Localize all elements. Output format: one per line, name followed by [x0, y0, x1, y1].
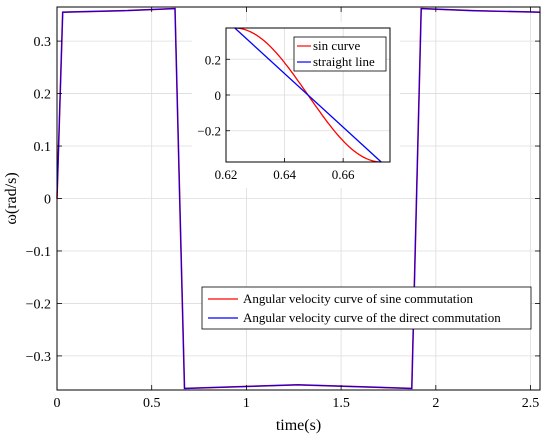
- y-tick-label: 0: [44, 193, 51, 208]
- x-tick-label: 1.5: [332, 396, 350, 411]
- inset-x-tick-label: 0.64: [273, 167, 296, 182]
- legend-label-direct: Angular velocity curve of the direct com…: [243, 310, 501, 325]
- y-tick-label: −0.3: [26, 350, 51, 365]
- inset-y-tick-label: 0.2: [205, 52, 221, 67]
- inset-x-tick-label: 0.66: [332, 167, 355, 182]
- x-tick-label: 2: [432, 396, 439, 411]
- main-legend: Angular velocity curve of sine commutati…: [201, 286, 532, 330]
- main-series: [56, 7, 541, 390]
- main-ticks: [56, 7, 540, 390]
- inset-ticks: [225, 58, 344, 162]
- x-axis-label: time(s): [276, 417, 321, 434]
- main-legend-box: [201, 286, 532, 330]
- legend-label-sine: Angular velocity curve of sine commutati…: [243, 291, 473, 306]
- inset-legend-box: [293, 36, 387, 72]
- inset-x-tick-label: 0.62: [215, 167, 238, 182]
- inset-legend-label-straight: straight line: [313, 54, 375, 69]
- inset-series-straight: [234, 27, 382, 163]
- x-tick-label: 2.5: [522, 396, 540, 411]
- y-tick-label: 0.2: [34, 88, 52, 103]
- y-tick-label: 0.3: [34, 35, 52, 50]
- inset-y-tick-label: 0: [215, 88, 222, 103]
- main-tick-labels: 0 0.5 1 1.5 2 2.5 0.3 0.2 0.1 0 −0.1 −0.2 −0.3: [26, 35, 540, 411]
- y-axis-label: ω(rad/s): [3, 172, 20, 224]
- series-line-direct: [56, 8, 541, 389]
- inset-legend: sin curve straight line: [293, 36, 387, 72]
- x-tick-label: 1: [243, 396, 250, 411]
- x-tick-label: 0: [54, 396, 61, 411]
- y-tick-label: −0.1: [26, 245, 51, 260]
- inset-legend-label-sin: sin curve: [313, 38, 361, 53]
- inset-y-tick-label: −0.2: [197, 124, 221, 139]
- inset-series: [234, 27, 382, 163]
- inset-tick-labels: 0.62 0.64 0.66 0.2 0 −0.2: [197, 52, 355, 182]
- inset-chart: 0.62 0.64 0.66 0.2 0 −0.2 sin curve straight …: [192, 22, 400, 188]
- y-tick-label: 0.1: [34, 140, 52, 155]
- y-tick-label: −0.2: [26, 297, 51, 312]
- x-tick-label: 0.5: [143, 396, 161, 411]
